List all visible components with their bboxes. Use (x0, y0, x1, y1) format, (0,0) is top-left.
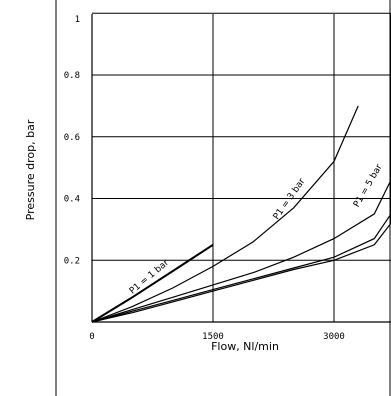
series-line (91, 14, 391, 323)
x-tick-label: 3000 (323, 332, 345, 342)
x-axis-title: Flow, Nl/min (211, 340, 279, 353)
x-tick-labels: 01500300045006000 (89, 332, 345, 342)
y-tick-label: 0.2 (64, 256, 80, 266)
x-tick-label: 0 (89, 332, 94, 342)
y-tick-label: 0.6 (64, 133, 80, 143)
series-lines (91, 14, 391, 323)
series-line (91, 105, 359, 323)
y-tick-labels: 0.2 0.4 0.6 0.8 1 (64, 15, 80, 266)
axes (55, 0, 391, 396)
grid (92, 12, 391, 322)
y-tick-label: 0.8 (64, 71, 80, 81)
y-tick-label: 1 (75, 15, 80, 25)
series-line (91, 14, 391, 323)
x-tick-label: 1500 (202, 332, 224, 342)
series-label: P1 = 3 bar (272, 177, 308, 222)
y-axis-title: Pressure drop, bar (24, 119, 37, 220)
series-line (91, 14, 391, 323)
y-tick-label: 0.4 (64, 195, 80, 205)
series-line (91, 243, 214, 323)
